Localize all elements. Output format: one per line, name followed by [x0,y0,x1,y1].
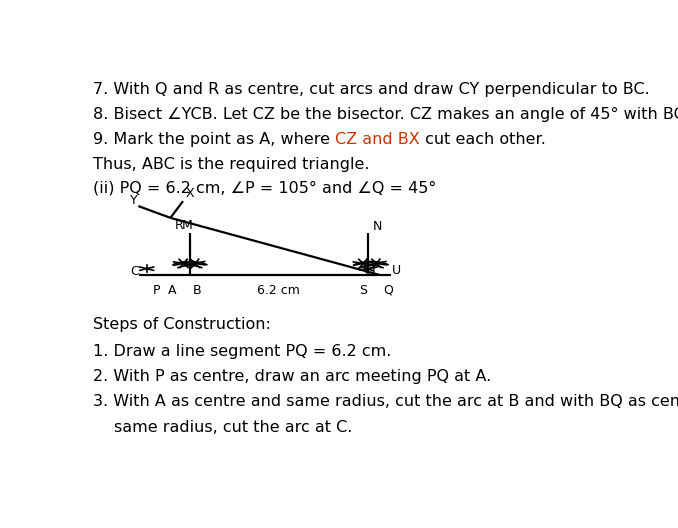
Text: B: B [193,284,201,297]
Text: same radius, cut the arc at C.: same radius, cut the arc at C. [114,420,352,435]
Text: Y: Y [129,194,137,208]
Text: CZ and BX: CZ and BX [335,132,420,147]
Text: 6.2 cm: 6.2 cm [257,284,300,297]
Text: U: U [392,264,401,277]
Text: C: C [130,265,139,278]
Text: 7. With Q and R as centre, cut arcs and draw CY perpendicular to BC.: 7. With Q and R as centre, cut arcs and … [93,82,650,97]
Text: 3. With A as centre and same radius, cut the arc at B and with BQ as centre and: 3. With A as centre and same radius, cut… [93,394,678,409]
Text: Q: Q [383,284,393,297]
Text: S: S [359,284,367,297]
Text: R: R [175,219,183,232]
Text: P: P [153,284,160,297]
Text: 1. Draw a line segment PQ = 6.2 cm.: 1. Draw a line segment PQ = 6.2 cm. [93,344,391,359]
Text: 8. Bisect ∠YCB. Let CZ be the bisector. CZ makes an angle of 45° with BC.: 8. Bisect ∠YCB. Let CZ be the bisector. … [93,107,678,122]
Text: cut each other.: cut each other. [420,132,545,147]
Text: 9. Mark the point as A, where: 9. Mark the point as A, where [93,132,335,147]
Text: T: T [370,266,378,279]
Text: Thus, ABC is the required triangle.: Thus, ABC is the required triangle. [93,157,369,172]
Text: N: N [373,220,382,233]
Text: M: M [182,219,193,232]
Text: X: X [186,186,195,200]
Text: (ii) PQ = 6.2 cm, ∠P = 105° and ∠Q = 45°: (ii) PQ = 6.2 cm, ∠P = 105° and ∠Q = 45° [93,180,436,195]
Text: A: A [167,284,176,297]
Text: Steps of Construction:: Steps of Construction: [93,317,271,333]
Text: 2. With P as centre, draw an arc meeting PQ at A.: 2. With P as centre, draw an arc meeting… [93,369,491,384]
